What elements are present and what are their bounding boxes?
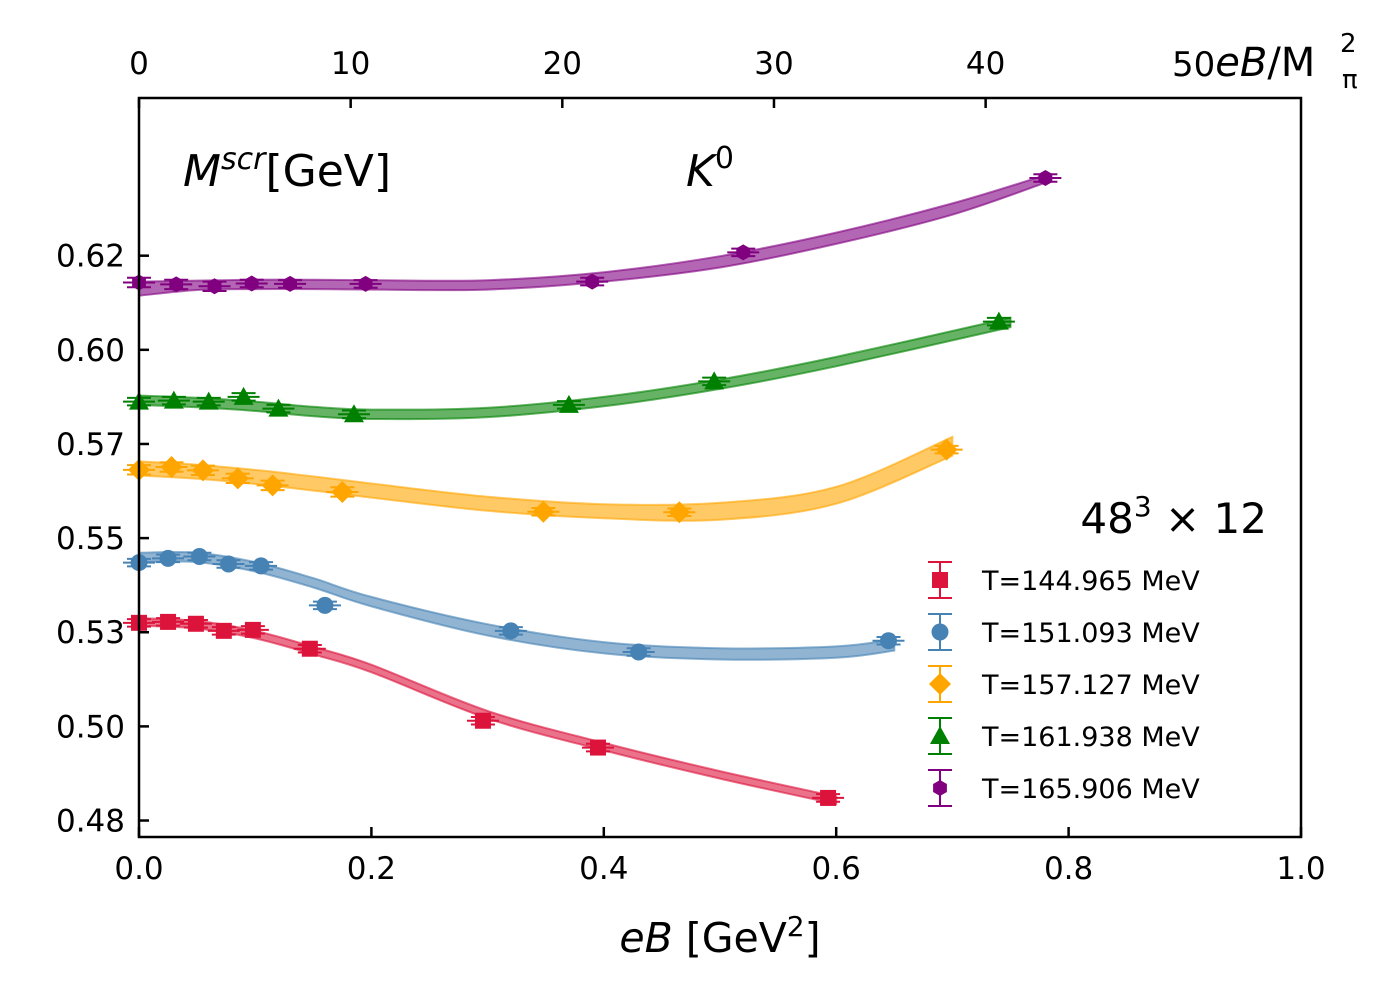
data-point [935, 438, 958, 461]
data-point [207, 278, 222, 295]
y-tick-label: 0.50 [56, 709, 125, 745]
y-tick-label: 0.57 [56, 427, 125, 463]
data-points [123, 170, 1062, 806]
data-point [558, 394, 579, 413]
x-tick-label: 0.2 [347, 851, 396, 887]
data-point [226, 467, 249, 490]
series-2 [123, 438, 963, 524]
data-point [316, 596, 334, 614]
top-tick-label: 30 [754, 46, 793, 82]
data-point [988, 311, 1009, 330]
legend-entry-0: T=144.965 MeV [928, 561, 1200, 599]
x-tick-label: 0.4 [579, 851, 628, 887]
data-point [191, 459, 214, 482]
data-point [668, 501, 691, 524]
legend-marker [931, 623, 949, 641]
top-tick-label: 40 [966, 46, 1005, 82]
legend-entry-4: T=165.906 MeV [928, 769, 1200, 807]
data-point [301, 640, 318, 657]
fit-band-3 [138, 316, 1012, 421]
data-point [630, 643, 648, 661]
x-tick-label: 1.0 [1276, 851, 1325, 887]
top-tick-label: 10 [331, 46, 370, 82]
data-point [532, 500, 555, 523]
data-point [169, 276, 184, 293]
data-point [261, 474, 284, 497]
y-tick-label: 0.60 [56, 333, 125, 369]
legend-marker [933, 780, 947, 796]
legend-label: T=157.127 MeV [981, 670, 1200, 701]
data-point [704, 371, 725, 390]
data-point [820, 789, 837, 806]
data-point [1038, 170, 1053, 186]
data-point [163, 390, 184, 409]
data-point [190, 547, 208, 565]
y-quantity-label: Mscr[GeV] [183, 142, 391, 197]
y-tick-label: 0.55 [56, 521, 125, 557]
legend-label: T=161.938 MeV [981, 722, 1200, 753]
data-point [160, 456, 183, 479]
data-point [474, 712, 491, 729]
data-point [502, 622, 520, 640]
data-point [736, 244, 751, 261]
data-point [244, 621, 261, 638]
x-tick-label: 0.6 [812, 851, 861, 887]
data-point [233, 386, 254, 405]
y-tick-label: 0.53 [56, 615, 125, 651]
data-point [198, 391, 219, 410]
top-tick-label: 20 [543, 46, 582, 82]
data-point [187, 615, 204, 632]
fit-band-1 [138, 550, 896, 661]
legend-marker [929, 673, 951, 695]
data-point [331, 480, 354, 503]
legend-label: T=144.965 MeV [981, 566, 1200, 597]
lattice-size-label: 483 × 12 [1080, 490, 1267, 543]
x-tick-label: 0.8 [1044, 851, 1093, 887]
legend-label: T=165.906 MeV [981, 774, 1200, 805]
data-point [358, 275, 373, 292]
data-point [215, 622, 232, 639]
plot-frame [137, 96, 1303, 839]
data-point [268, 398, 289, 417]
legend-marker [932, 572, 948, 588]
data-point [283, 275, 297, 292]
legend-marker [930, 726, 950, 744]
data-point [252, 557, 270, 575]
data-point [160, 613, 177, 630]
legend-label: T=151.093 MeV [981, 618, 1200, 649]
legend-entry-1: T=151.093 MeV [928, 613, 1200, 651]
legend-entry-3: T=161.938 MeV [928, 717, 1200, 755]
y-tick-label: 0.48 [56, 804, 125, 840]
top-tick-label: 0 [129, 46, 149, 82]
data-point [343, 404, 364, 423]
data-point [879, 632, 897, 650]
data-point [219, 555, 237, 573]
data-point [244, 275, 259, 292]
top-axis-label-sub: π [1342, 65, 1358, 95]
legend-entry-2: T=157.127 MeV [928, 665, 1200, 703]
x-tick-label: 0.0 [114, 851, 163, 887]
legend: T=144.965 MeV T=151.093 MeV T=157.127 MeV T… [928, 561, 1200, 807]
data-point [585, 273, 600, 290]
axes: 0.0 0.2 0.4 0.6 0.8 1.0 0.48 0.50 0.53 0.55 0.57 0.… [56, 46, 1326, 887]
data-point [159, 549, 177, 567]
x-axis-label: eB [GeV2] [619, 910, 820, 962]
y-tick-label: 0.62 [56, 239, 125, 275]
top-axis-label-sup: 2 [1340, 29, 1357, 59]
data-point [589, 739, 606, 756]
top-axis-label: 50eB/M [1172, 40, 1315, 86]
meson-label: K0 [686, 141, 734, 197]
series-1 [123, 547, 905, 661]
